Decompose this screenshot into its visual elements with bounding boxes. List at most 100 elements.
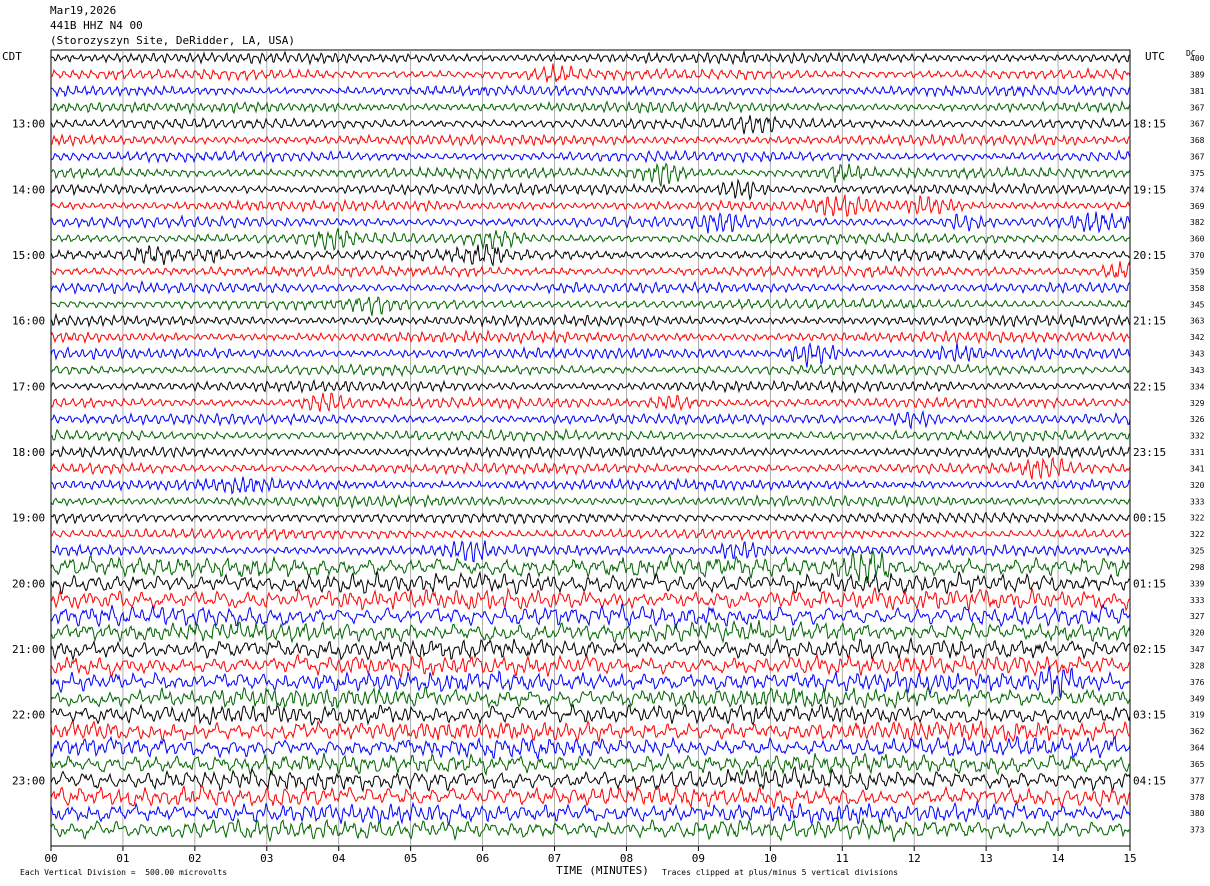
trace-row <box>50 363 1131 378</box>
dc-offset-label: 358 <box>1190 284 1205 293</box>
x-tick-label: 11 <box>836 852 849 865</box>
dc-offset-label: 326 <box>1190 415 1205 424</box>
dc-offset-label: 369 <box>1190 202 1205 211</box>
dc-offset-label: 381 <box>1190 87 1205 96</box>
x-axis-title: TIME (MINUTES) <box>556 864 649 877</box>
x-tick-label: 15 <box>1123 852 1136 865</box>
dc-offset-label: 382 <box>1190 218 1205 227</box>
trace-row <box>50 428 1131 443</box>
dc-offset-label: 343 <box>1190 366 1205 375</box>
trace-row <box>50 279 1131 295</box>
left-hour-label: 19:00 <box>12 512 45 525</box>
dc-offset-label: 334 <box>1190 382 1205 391</box>
trace-row <box>50 685 1131 710</box>
trace-row <box>50 378 1131 395</box>
trace-row <box>50 752 1131 779</box>
x-tick-label: 04 <box>332 852 346 865</box>
right-hour-label: 19:15 <box>1133 183 1166 196</box>
dc-offset-label: 319 <box>1190 711 1205 720</box>
right-hour-label: 22:15 <box>1133 380 1166 393</box>
trace-row <box>50 328 1131 345</box>
dc-offset-label: 367 <box>1190 153 1205 162</box>
trace-row <box>50 63 1131 83</box>
left-hour-label: 14:00 <box>12 183 45 196</box>
x-tick-label: 03 <box>260 852 273 865</box>
dc-offset-label: 400 <box>1190 54 1205 63</box>
trace-row <box>50 816 1131 843</box>
left-hour-label: 18:00 <box>12 446 45 459</box>
dc-offset-label: 376 <box>1190 678 1205 687</box>
trace-row <box>50 132 1131 148</box>
trace-row <box>50 493 1131 510</box>
dc-offset-label: 374 <box>1190 185 1205 194</box>
x-tick-label: 08 <box>620 852 633 865</box>
dc-offset-label: 333 <box>1190 596 1205 605</box>
dc-offset-label: 325 <box>1190 547 1205 556</box>
right-hour-label: 00:15 <box>1133 512 1166 525</box>
dc-offset-label: 375 <box>1190 169 1205 178</box>
dc-offset-label: 345 <box>1190 300 1205 309</box>
trace-row <box>50 445 1131 460</box>
dc-offset-label: 370 <box>1190 251 1205 260</box>
x-tick-label: 14 <box>1051 852 1065 865</box>
trace-row <box>50 99 1131 116</box>
trace-row <box>50 735 1131 760</box>
dc-offset-label: 298 <box>1190 563 1205 572</box>
trace-row <box>50 603 1131 629</box>
trace-row <box>50 341 1131 368</box>
trace-row <box>50 540 1131 563</box>
x-tick-label: 01 <box>116 852 129 865</box>
dc-offset-label: 347 <box>1190 645 1205 654</box>
dc-offset-label: 342 <box>1190 333 1205 342</box>
dc-offset-label: 331 <box>1190 448 1205 457</box>
dc-offset-label: 339 <box>1190 579 1205 588</box>
right-hour-label: 03:15 <box>1133 709 1166 722</box>
dc-offset-label: 368 <box>1190 136 1205 145</box>
dc-offset-label: 380 <box>1190 809 1205 818</box>
right-hour-label: 02:15 <box>1133 643 1166 656</box>
dc-offset-label: 341 <box>1190 464 1205 473</box>
trace-row <box>50 49 1131 66</box>
trace-row <box>50 703 1131 726</box>
channel-code: 441B HHZ N4 00 <box>50 19 143 32</box>
trace-row <box>50 312 1131 329</box>
dc-offset-label: 359 <box>1190 267 1205 276</box>
x-tick-label: 06 <box>476 852 489 865</box>
dc-offset-label: 332 <box>1190 432 1205 441</box>
trace-row <box>50 784 1131 811</box>
dc-offset-label: 328 <box>1190 661 1205 670</box>
dc-offset-label: 363 <box>1190 317 1205 326</box>
x-tick-label: 09 <box>692 852 705 865</box>
trace-row <box>50 619 1131 644</box>
dc-offset-label: 322 <box>1190 514 1205 523</box>
trace-row <box>50 666 1131 698</box>
trace-row <box>50 511 1131 525</box>
right-hour-label: 20:15 <box>1133 249 1166 262</box>
x-tick-label: 13 <box>980 852 993 865</box>
trace-row <box>50 392 1131 413</box>
left-hour-label: 23:00 <box>12 774 45 787</box>
left-hour-label: 22:00 <box>12 709 45 722</box>
trace-row <box>50 476 1131 495</box>
trace-row <box>50 296 1131 316</box>
dc-offset-label: 327 <box>1190 612 1205 621</box>
trace-row <box>50 456 1131 480</box>
right-hour-label: 18:15 <box>1133 118 1166 131</box>
right-hour-label: 01:15 <box>1133 577 1166 590</box>
recording-date: Mar19,2026 <box>50 4 117 17</box>
dc-offset-heading: DC <box>1186 49 1196 58</box>
dc-offset-label: 377 <box>1190 776 1205 785</box>
right-hour-label: 23:15 <box>1133 446 1166 459</box>
trace-row <box>50 261 1131 279</box>
trace-row <box>50 211 1131 234</box>
trace-row <box>50 243 1131 267</box>
site-name: (Storozyszyn Site, DeRidder, LA, USA) <box>50 34 296 47</box>
trace-row <box>50 636 1131 662</box>
left-hour-label: 17:00 <box>12 380 45 393</box>
trace-row <box>50 800 1131 826</box>
x-tick-label: 00 <box>44 852 57 865</box>
left-hour-label: 20:00 <box>12 577 45 590</box>
left-hour-label: 16:00 <box>12 315 45 328</box>
